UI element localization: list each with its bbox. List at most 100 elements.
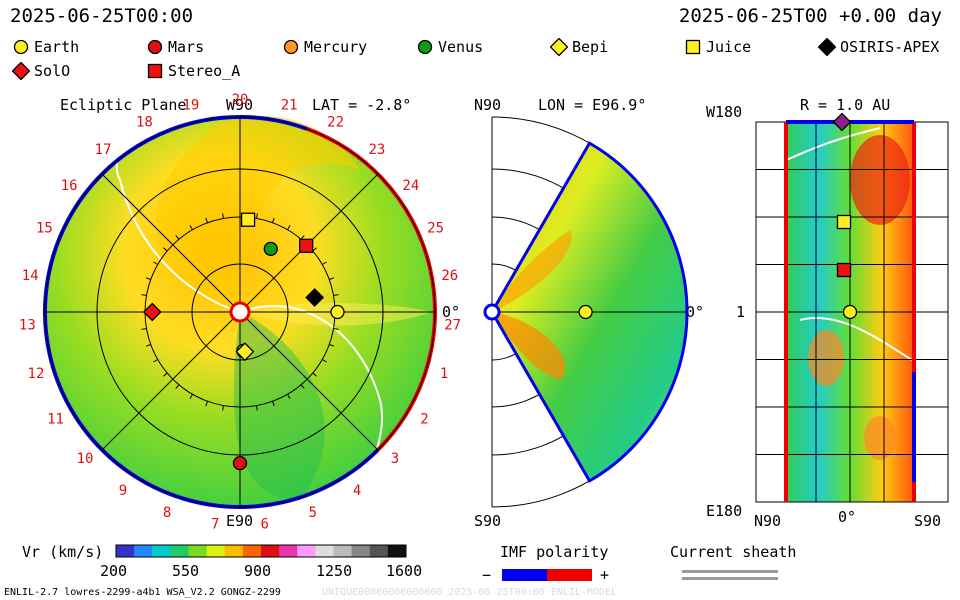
body-stereo-a bbox=[299, 238, 314, 253]
radial-sheath-2 bbox=[799, 317, 913, 361]
sector-number: 20 bbox=[232, 92, 249, 108]
body-earth bbox=[330, 304, 345, 320]
ecliptic-top-label: W90 bbox=[226, 96, 254, 114]
body-osiris-apex bbox=[305, 288, 325, 307]
colorbar-segment bbox=[134, 545, 153, 557]
body-osiris-apex-radial bbox=[832, 112, 852, 132]
radial-x-label-n: N90 bbox=[754, 512, 782, 530]
colorbar-segment bbox=[242, 545, 262, 557]
ecliptic-tick bbox=[333, 328, 339, 330]
ecliptic-tick bbox=[256, 213, 258, 219]
body-earth-meridional bbox=[578, 304, 593, 320]
colorbar-segment bbox=[116, 545, 135, 557]
colorbar-tick-1600: 1600 bbox=[386, 562, 423, 580]
footer-left: ENLIL-2.7 lowres-2299-a4b1 WSA_V2.2 GONG… bbox=[4, 587, 281, 598]
radial-title: R = 1.0 AU bbox=[800, 96, 891, 114]
ecliptic-tick bbox=[163, 247, 168, 252]
legend-item-venus: Venus bbox=[416, 38, 483, 56]
colorbar-segment bbox=[170, 545, 189, 557]
radial-spot-3 bbox=[864, 416, 896, 460]
body-stereo-a-radial bbox=[836, 262, 852, 278]
sector-number: 27 bbox=[444, 317, 461, 333]
body-earth-radial bbox=[842, 304, 858, 320]
meridional-lon-label: LON = E96.9° bbox=[538, 96, 647, 114]
ecliptic-tick bbox=[272, 401, 275, 407]
sector-number: 11 bbox=[47, 412, 64, 428]
ecliptic-tick bbox=[329, 277, 335, 280]
legend-label: Venus bbox=[438, 38, 484, 56]
ecliptic-tick bbox=[153, 261, 158, 265]
sector-number: 5 bbox=[309, 505, 317, 521]
body-bepi bbox=[235, 342, 255, 362]
sector-number: 16 bbox=[61, 178, 78, 194]
date-right: 2025-06-25T00 +0.00 day bbox=[678, 5, 942, 27]
ecliptic-tick bbox=[145, 344, 151, 347]
ecliptic-tick bbox=[322, 359, 327, 363]
ecliptic-tick bbox=[205, 217, 208, 223]
ecliptic-tick bbox=[333, 294, 339, 296]
meridional-outline bbox=[490, 141, 689, 483]
colorbar-segment bbox=[261, 545, 280, 557]
sector-number: 9 bbox=[119, 483, 127, 499]
meridional-slow-wind-lobe-2 bbox=[492, 230, 572, 312]
body-mars bbox=[232, 455, 248, 471]
ecliptic-tick bbox=[287, 225, 291, 230]
ecliptic-tick bbox=[322, 261, 327, 265]
sector-number: 15 bbox=[36, 221, 53, 237]
sector-number: 22 bbox=[327, 115, 344, 131]
ecliptic-tick bbox=[175, 235, 180, 240]
ecliptic-tick bbox=[300, 235, 305, 240]
colorbar-segment bbox=[315, 545, 334, 557]
ecliptic-current-sheath-2 bbox=[239, 304, 384, 456]
colorbar-tick-1250: 1250 bbox=[316, 562, 353, 580]
legend-item-bepi: Bepi bbox=[550, 38, 608, 56]
imf-minus: − bbox=[482, 566, 492, 584]
square-marker-icon bbox=[685, 39, 701, 55]
legend-label: SolO bbox=[34, 62, 71, 80]
ecliptic-tick bbox=[329, 344, 335, 347]
ecliptic-bottom-label: E90 bbox=[226, 512, 254, 530]
body-juice-radial bbox=[836, 214, 852, 230]
radial-hot-spot bbox=[850, 135, 910, 225]
sector-number: 21 bbox=[281, 98, 298, 114]
sheath-line-2 bbox=[682, 577, 778, 580]
radial-x-label-0: 0° bbox=[838, 508, 857, 526]
meridional-top-left: N90 bbox=[474, 96, 502, 114]
circle-marker-icon bbox=[147, 39, 163, 55]
body-solo bbox=[142, 302, 162, 322]
circle-marker-icon bbox=[283, 39, 299, 55]
colorbar-segment bbox=[387, 545, 407, 557]
diamond-marker-icon bbox=[12, 62, 30, 80]
meridional-bottom-left: S90 bbox=[474, 512, 502, 530]
colorbar-tick-900: 900 bbox=[244, 562, 272, 580]
ecliptic-tick bbox=[163, 372, 168, 377]
legend-item-solo: SolO bbox=[12, 62, 70, 80]
circle-marker-icon bbox=[417, 39, 433, 55]
colorbar-segment bbox=[188, 545, 208, 557]
legend-label: OSIRIS-APEX bbox=[840, 38, 940, 56]
imf-negative-swatch bbox=[502, 569, 547, 581]
legend-item-osiris-apex: OSIRIS-APEX bbox=[818, 38, 939, 56]
ecliptic-tick bbox=[153, 359, 158, 363]
sector-number: 23 bbox=[368, 142, 385, 158]
legend-item-juice: Juice bbox=[684, 38, 751, 56]
radial-x-label-s: S90 bbox=[914, 512, 942, 530]
colorbar-label: Vr (km/s) bbox=[22, 543, 104, 561]
legend-label: Bepi bbox=[572, 38, 609, 56]
sector-number: 18 bbox=[136, 115, 153, 131]
meridional-right-label: 0° bbox=[686, 303, 705, 321]
colorbar-segment bbox=[369, 545, 389, 557]
legend-label: Juice bbox=[706, 38, 752, 56]
ecliptic-tick bbox=[312, 372, 317, 377]
sector-number: 12 bbox=[28, 366, 45, 382]
radial-mid-left: 1 bbox=[736, 303, 746, 321]
colorbar-segment bbox=[224, 545, 244, 557]
body-juice bbox=[240, 212, 256, 227]
sector-number: 1 bbox=[440, 366, 448, 382]
sector-number: 25 bbox=[427, 221, 444, 237]
radial-spot-2 bbox=[808, 330, 844, 386]
ecliptic-lat-label: LAT = -2.8° bbox=[312, 96, 412, 114]
sector-number: 4 bbox=[353, 483, 361, 499]
sector-number: 14 bbox=[22, 268, 39, 284]
